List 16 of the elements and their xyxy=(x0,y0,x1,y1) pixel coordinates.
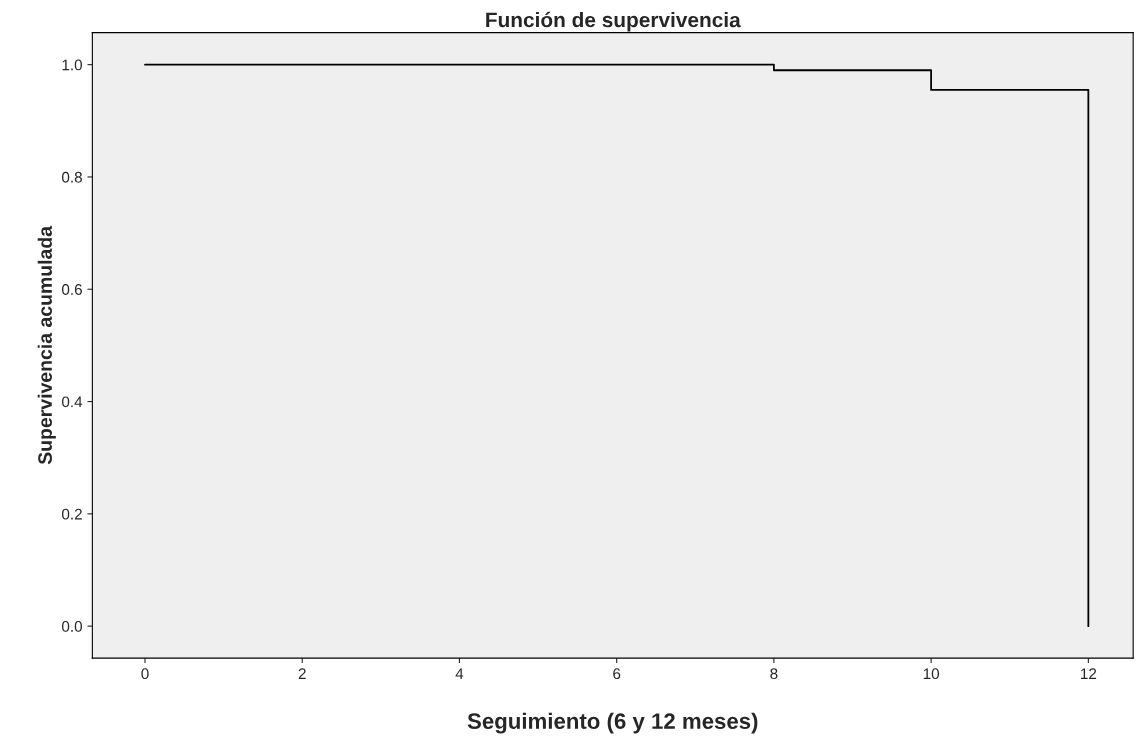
y-tick-label: 0.0 xyxy=(61,621,83,632)
y-tick-label: 0.4 xyxy=(61,396,83,408)
x-tick-label: 4 xyxy=(455,668,464,679)
y-axis-title: Supervivencia acumulada xyxy=(37,225,56,465)
y-tick-label: 0.6 xyxy=(61,284,82,295)
y-tick-label: 0.2 xyxy=(61,508,82,520)
x-axis-title: Seguimiento (6 y 12 meses) xyxy=(467,712,758,734)
y-tick-label: 1.0 xyxy=(62,59,83,71)
chart-title: Función de supervivencia xyxy=(486,11,741,32)
y-tick-label: 0.8 xyxy=(61,171,82,183)
x-tick-label: 8 xyxy=(770,668,778,680)
x-tick-label: 0 xyxy=(141,668,149,680)
x-tick-label: 12 xyxy=(1081,668,1097,679)
x-tick-label: 6 xyxy=(613,668,621,680)
x-tick-label: 2 xyxy=(298,668,306,679)
x-tick-label: 10 xyxy=(923,668,940,680)
